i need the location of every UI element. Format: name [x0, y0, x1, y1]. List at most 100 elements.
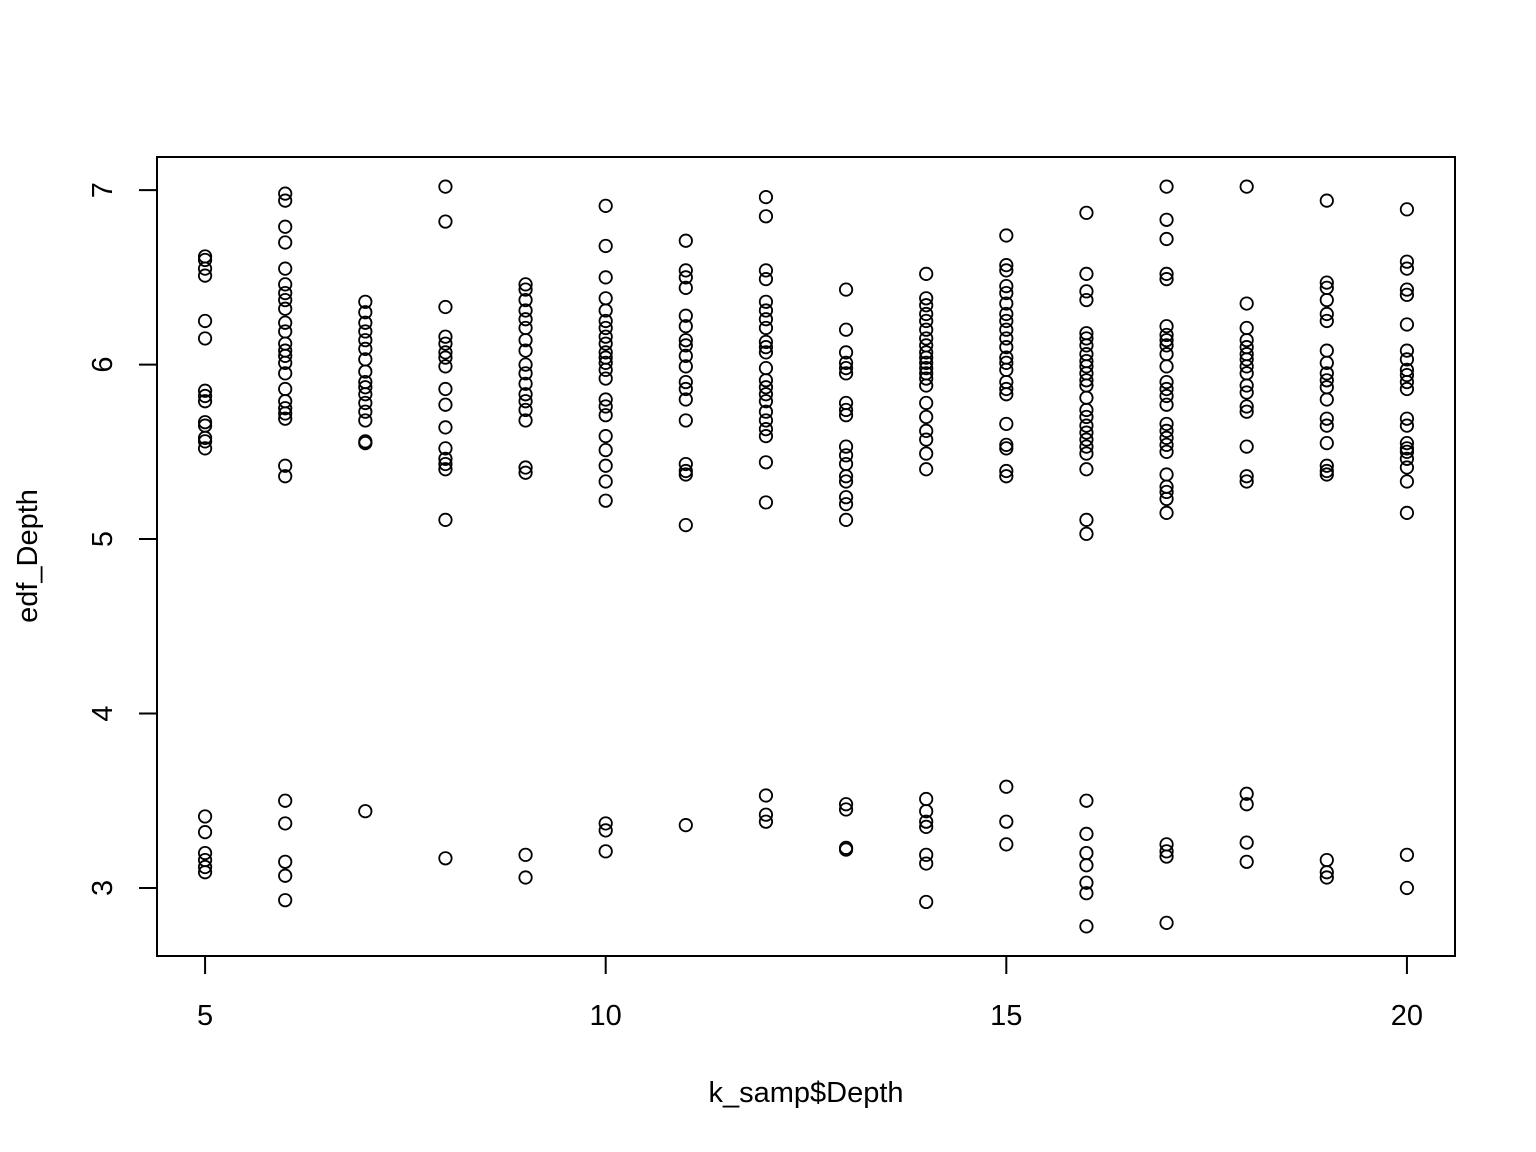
data-point	[838, 282, 854, 297]
data-point	[358, 315, 373, 330]
data-point	[758, 380, 774, 395]
data-point	[999, 441, 1014, 456]
data-point	[518, 343, 533, 358]
data-point	[1399, 287, 1415, 302]
data-point	[1399, 343, 1415, 358]
data-point	[358, 436, 373, 451]
data-point	[1079, 875, 1094, 890]
y-axis-label: edf_Depth	[12, 489, 44, 623]
data-point	[1399, 202, 1415, 217]
data-point	[518, 847, 533, 862]
data-point	[919, 409, 934, 425]
data-point	[358, 324, 373, 339]
data-point	[358, 341, 373, 356]
data-point	[598, 355, 613, 370]
data-point	[919, 894, 934, 910]
data-point	[1239, 404, 1254, 419]
data-point	[1319, 193, 1334, 208]
data-point	[919, 819, 934, 835]
data-point	[919, 371, 934, 386]
data-point	[678, 319, 693, 334]
data-point	[1319, 418, 1334, 433]
data-point	[758, 312, 774, 327]
x-axis: 5 10 15 20	[197, 955, 1423, 1032]
data-point	[598, 336, 613, 351]
data-point	[678, 392, 693, 407]
data-point	[518, 402, 533, 418]
data-point	[438, 299, 453, 315]
data-point	[999, 355, 1014, 370]
data-point	[1159, 397, 1174, 412]
data-point	[1319, 373, 1334, 388]
x-tick-label: 5	[197, 1000, 213, 1032]
plot-frame	[156, 156, 1456, 957]
data-point	[1319, 292, 1334, 308]
data-point	[438, 345, 453, 360]
data-point	[758, 429, 774, 444]
data-point	[999, 340, 1014, 355]
data-point	[1159, 491, 1174, 507]
data-point	[1159, 338, 1174, 353]
data-point	[999, 263, 1014, 278]
data-point	[678, 818, 693, 833]
data-point	[1239, 179, 1254, 194]
data-point	[1239, 474, 1254, 489]
data-point	[678, 456, 693, 472]
data-point	[1319, 306, 1334, 322]
data-point	[278, 366, 293, 381]
data-point	[1399, 441, 1415, 456]
data-point	[838, 439, 854, 454]
data-point	[598, 823, 613, 838]
data-point	[1079, 512, 1094, 527]
data-point	[1079, 432, 1094, 447]
data-point	[598, 303, 613, 318]
data-point	[278, 219, 293, 234]
data-point	[598, 429, 613, 444]
data-point	[1159, 266, 1174, 281]
data-point	[1079, 526, 1094, 541]
data-point	[1319, 392, 1334, 407]
data-point	[598, 442, 613, 458]
data-point	[1319, 865, 1334, 880]
data-point	[278, 401, 293, 416]
data-point	[678, 280, 693, 295]
data-point	[1159, 423, 1174, 438]
data-point	[438, 179, 453, 194]
data-point	[518, 277, 533, 292]
data-point	[1399, 367, 1415, 383]
data-point	[1319, 870, 1334, 885]
data-point	[598, 270, 613, 285]
data-point	[1079, 205, 1094, 220]
data-point	[1159, 212, 1174, 227]
data-point	[838, 355, 854, 370]
data-point	[999, 837, 1014, 852]
data-point	[1239, 320, 1254, 336]
data-point	[758, 788, 774, 803]
data-point	[758, 334, 774, 350]
data-point	[838, 408, 854, 423]
data-point	[1159, 467, 1174, 482]
data-point	[758, 294, 774, 309]
data-point	[758, 303, 774, 318]
data-point	[438, 441, 453, 456]
x-tick-label: 10	[590, 1000, 622, 1032]
data-point	[838, 345, 854, 360]
data-point	[1079, 858, 1094, 873]
data-point	[438, 851, 453, 866]
data-point	[1159, 484, 1174, 500]
data-point	[278, 893, 293, 908]
data-point	[518, 366, 533, 381]
data-point	[1159, 444, 1174, 459]
data-point	[919, 355, 934, 370]
data-point	[1079, 886, 1094, 901]
data-point	[1239, 797, 1254, 812]
data-point	[598, 198, 613, 213]
data-point	[278, 854, 293, 869]
data-point	[999, 387, 1014, 402]
data-point	[278, 235, 293, 250]
data-point	[598, 493, 613, 508]
data-point	[1079, 359, 1094, 374]
data-point	[838, 402, 854, 418]
data-point	[438, 512, 453, 527]
data-point	[678, 333, 693, 348]
